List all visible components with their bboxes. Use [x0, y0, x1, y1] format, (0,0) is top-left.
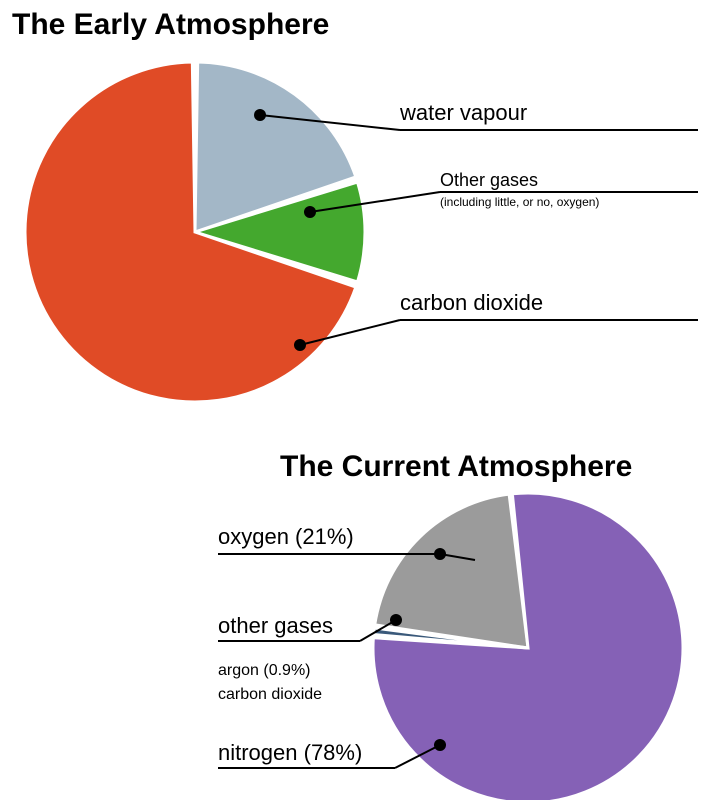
leader-dot: [294, 339, 306, 351]
early-label-other-gases: Other gases: [440, 170, 538, 191]
leader-dot: [254, 109, 266, 121]
leader-dot: [434, 548, 446, 560]
leader-dot: [390, 614, 402, 626]
current-label-other-gases: other gases: [218, 613, 333, 639]
early-pie-chart: [0, 0, 724, 430]
current-label-nitrogen: nitrogen (78%): [218, 740, 362, 766]
early-label-other-gases-sub: (including little, or no, oxygen): [440, 195, 599, 209]
current-label-other-gases-sub2: carbon dioxide: [218, 686, 322, 704]
leader-dot: [434, 739, 446, 751]
current-label-oxygen: oxygen (21%): [218, 524, 354, 550]
early-label-carbon-dioxide: carbon dioxide: [400, 290, 543, 316]
leader-dot: [304, 206, 316, 218]
current-label-other-gases-sub1: argon (0.9%): [218, 662, 311, 680]
early-label-water-vapour: water vapour: [400, 100, 527, 126]
